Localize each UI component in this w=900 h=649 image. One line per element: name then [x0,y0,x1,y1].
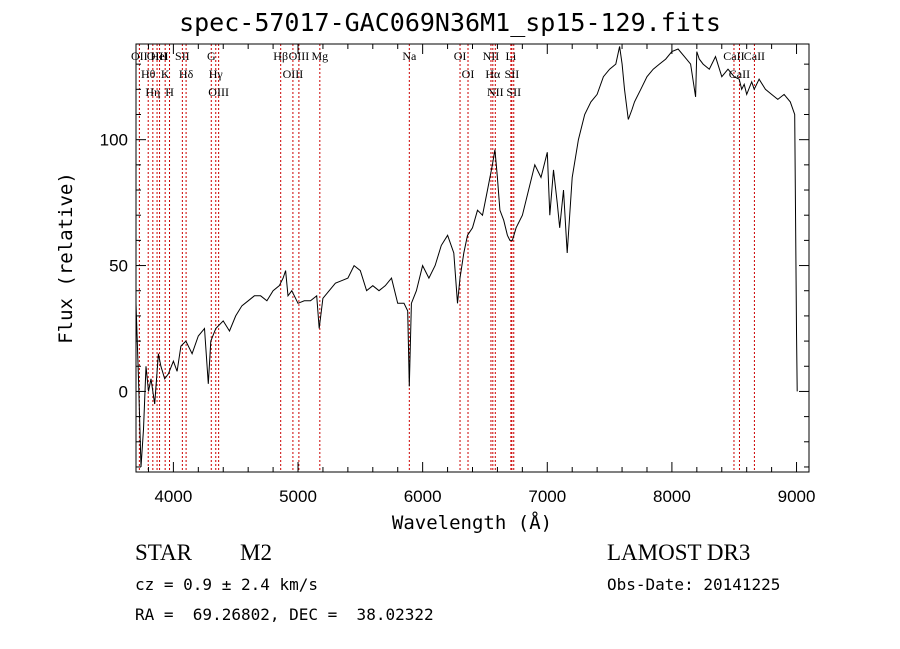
x-tick-label: 5000 [279,487,317,506]
line-marker-label: OII [131,49,148,63]
subclass-label: M2 [240,540,272,565]
class-label: STAR [135,540,192,565]
line-marker-label: Hα [485,67,501,81]
line-marker-label: Hδ [179,67,194,81]
x-tick-label: 4000 [154,487,192,506]
spectrum-line [135,46,798,468]
line-marker-label: NII [487,85,504,99]
line-marker-label: OIII [208,85,229,99]
line-marker-label: Hγ [209,67,224,81]
line-marker-label: H [165,85,174,99]
line-marker-label: Hη [145,85,160,99]
line-marker-label: Hβ [273,49,288,63]
line-marker-label: G [207,49,216,63]
line-marker-label: HeI [151,49,169,63]
chart-title: spec-57017-GAC069N36M1_sp15-129.fits [179,8,721,37]
line-marker-label: OI [462,67,475,81]
line-marker-label: OIII [289,49,310,63]
line-marker-label: Li [506,49,517,63]
y-tick-label: 50 [109,257,128,276]
line-marker-label: CaII [744,49,765,63]
line-marker-label: K [161,67,170,81]
line-marker-label: CaII [729,67,750,81]
line-marker-label: SII [175,49,190,63]
line-marker-label: Mg [311,49,328,63]
y-tick-label: 100 [100,131,128,150]
x-tick-label: 7000 [528,487,566,506]
x-tick-label: 8000 [653,487,691,506]
y-axis-ticks: 0 50 100 [100,63,809,468]
line-marker-label: OIII [147,49,168,63]
line-marker-label: OI [454,49,467,63]
line-marker-label: OIII [283,67,304,81]
y-tick-label: 0 [119,382,128,401]
x-axis-label: Wavelength (Å) [392,511,552,534]
line-marker-label: SII [506,85,521,99]
line-marker-label: CaII [723,49,744,63]
line-marker-label: Hθ [141,67,156,81]
line-markers-group [138,44,755,472]
ra-dec-value: RA = 69.26802, DEC = 38.02322 [135,605,434,624]
cz-value: cz = 0.9 ± 2.4 km/s [135,575,319,594]
x-tick-label: 6000 [404,487,442,506]
line-marker-label: NII [483,49,500,63]
survey-label: LAMOST DR3 [607,540,751,565]
line-marker-label: SII [505,67,520,81]
line-marker-label: Na [402,49,417,63]
y-axis-label: Flux (relative) [55,172,77,344]
x-axis-ticks: 4000 5000 6000 7000 8000 9000 [147,44,816,506]
plot-frame [135,43,810,473]
obs-date: Obs-Date: 20141225 [607,575,781,594]
x-tick-label: 9000 [778,487,816,506]
